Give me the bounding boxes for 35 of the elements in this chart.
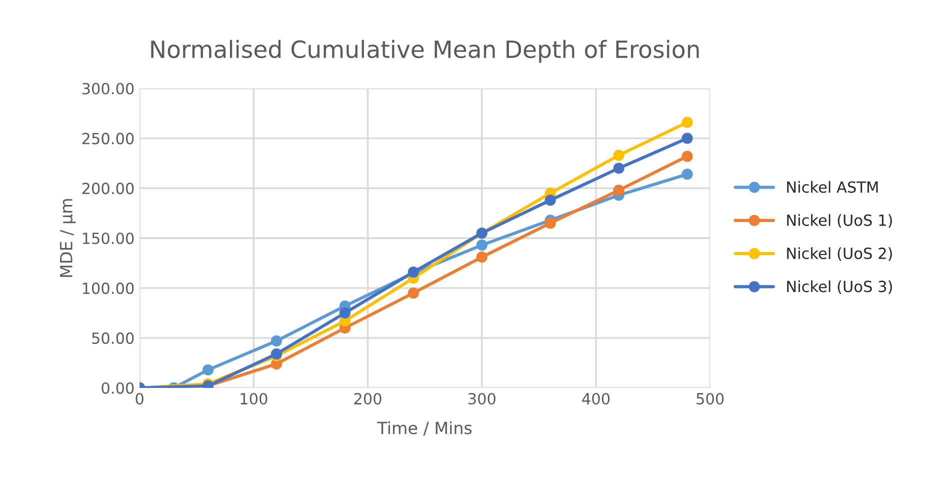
- legend-label: Nickel (UoS 2): [787, 247, 892, 261]
- point: [682, 132, 693, 144]
- y-tick-label: 100.00: [82, 282, 134, 294]
- legend-label: Nickel (UoS 1): [787, 214, 892, 228]
- point: [682, 150, 693, 162]
- chart-title: Normalised Cumulative Mean Depth of Erosion: [151, 40, 699, 63]
- x-axis-title: Time / Mins: [377, 421, 472, 436]
- y-tick-label: 50.00: [92, 332, 134, 344]
- point: [613, 184, 624, 196]
- y-tick-label: 300.00: [82, 82, 134, 94]
- point: [476, 240, 488, 251]
- point: [270, 335, 282, 346]
- y-axis-title: MDE / µm: [60, 199, 76, 277]
- point: [544, 218, 556, 229]
- point: [202, 364, 214, 376]
- point: [544, 194, 556, 206]
- point: [476, 252, 488, 263]
- point: [682, 168, 693, 180]
- x-tick-label: 300: [468, 392, 496, 405]
- y-tick-label: 250.00: [82, 132, 134, 144]
- point: [339, 307, 351, 319]
- legend-label: Nickel (UoS 3): [787, 280, 892, 294]
- legend-label: Nickel ASTM: [787, 181, 878, 193]
- y-tick-label: 0.00: [102, 382, 134, 394]
- x-tick-label: 100: [240, 392, 268, 405]
- point: [613, 162, 624, 174]
- x-tick-label: 200: [354, 392, 382, 405]
- point: [408, 287, 419, 299]
- x-tick-label: 0: [136, 392, 144, 405]
- y-tick-label: 150.00: [82, 232, 134, 244]
- point: [613, 150, 624, 161]
- x-tick-label: 500: [696, 392, 724, 405]
- x-tick-label: 400: [582, 392, 610, 405]
- point: [682, 116, 693, 128]
- y-tick-label: 200.00: [82, 182, 134, 194]
